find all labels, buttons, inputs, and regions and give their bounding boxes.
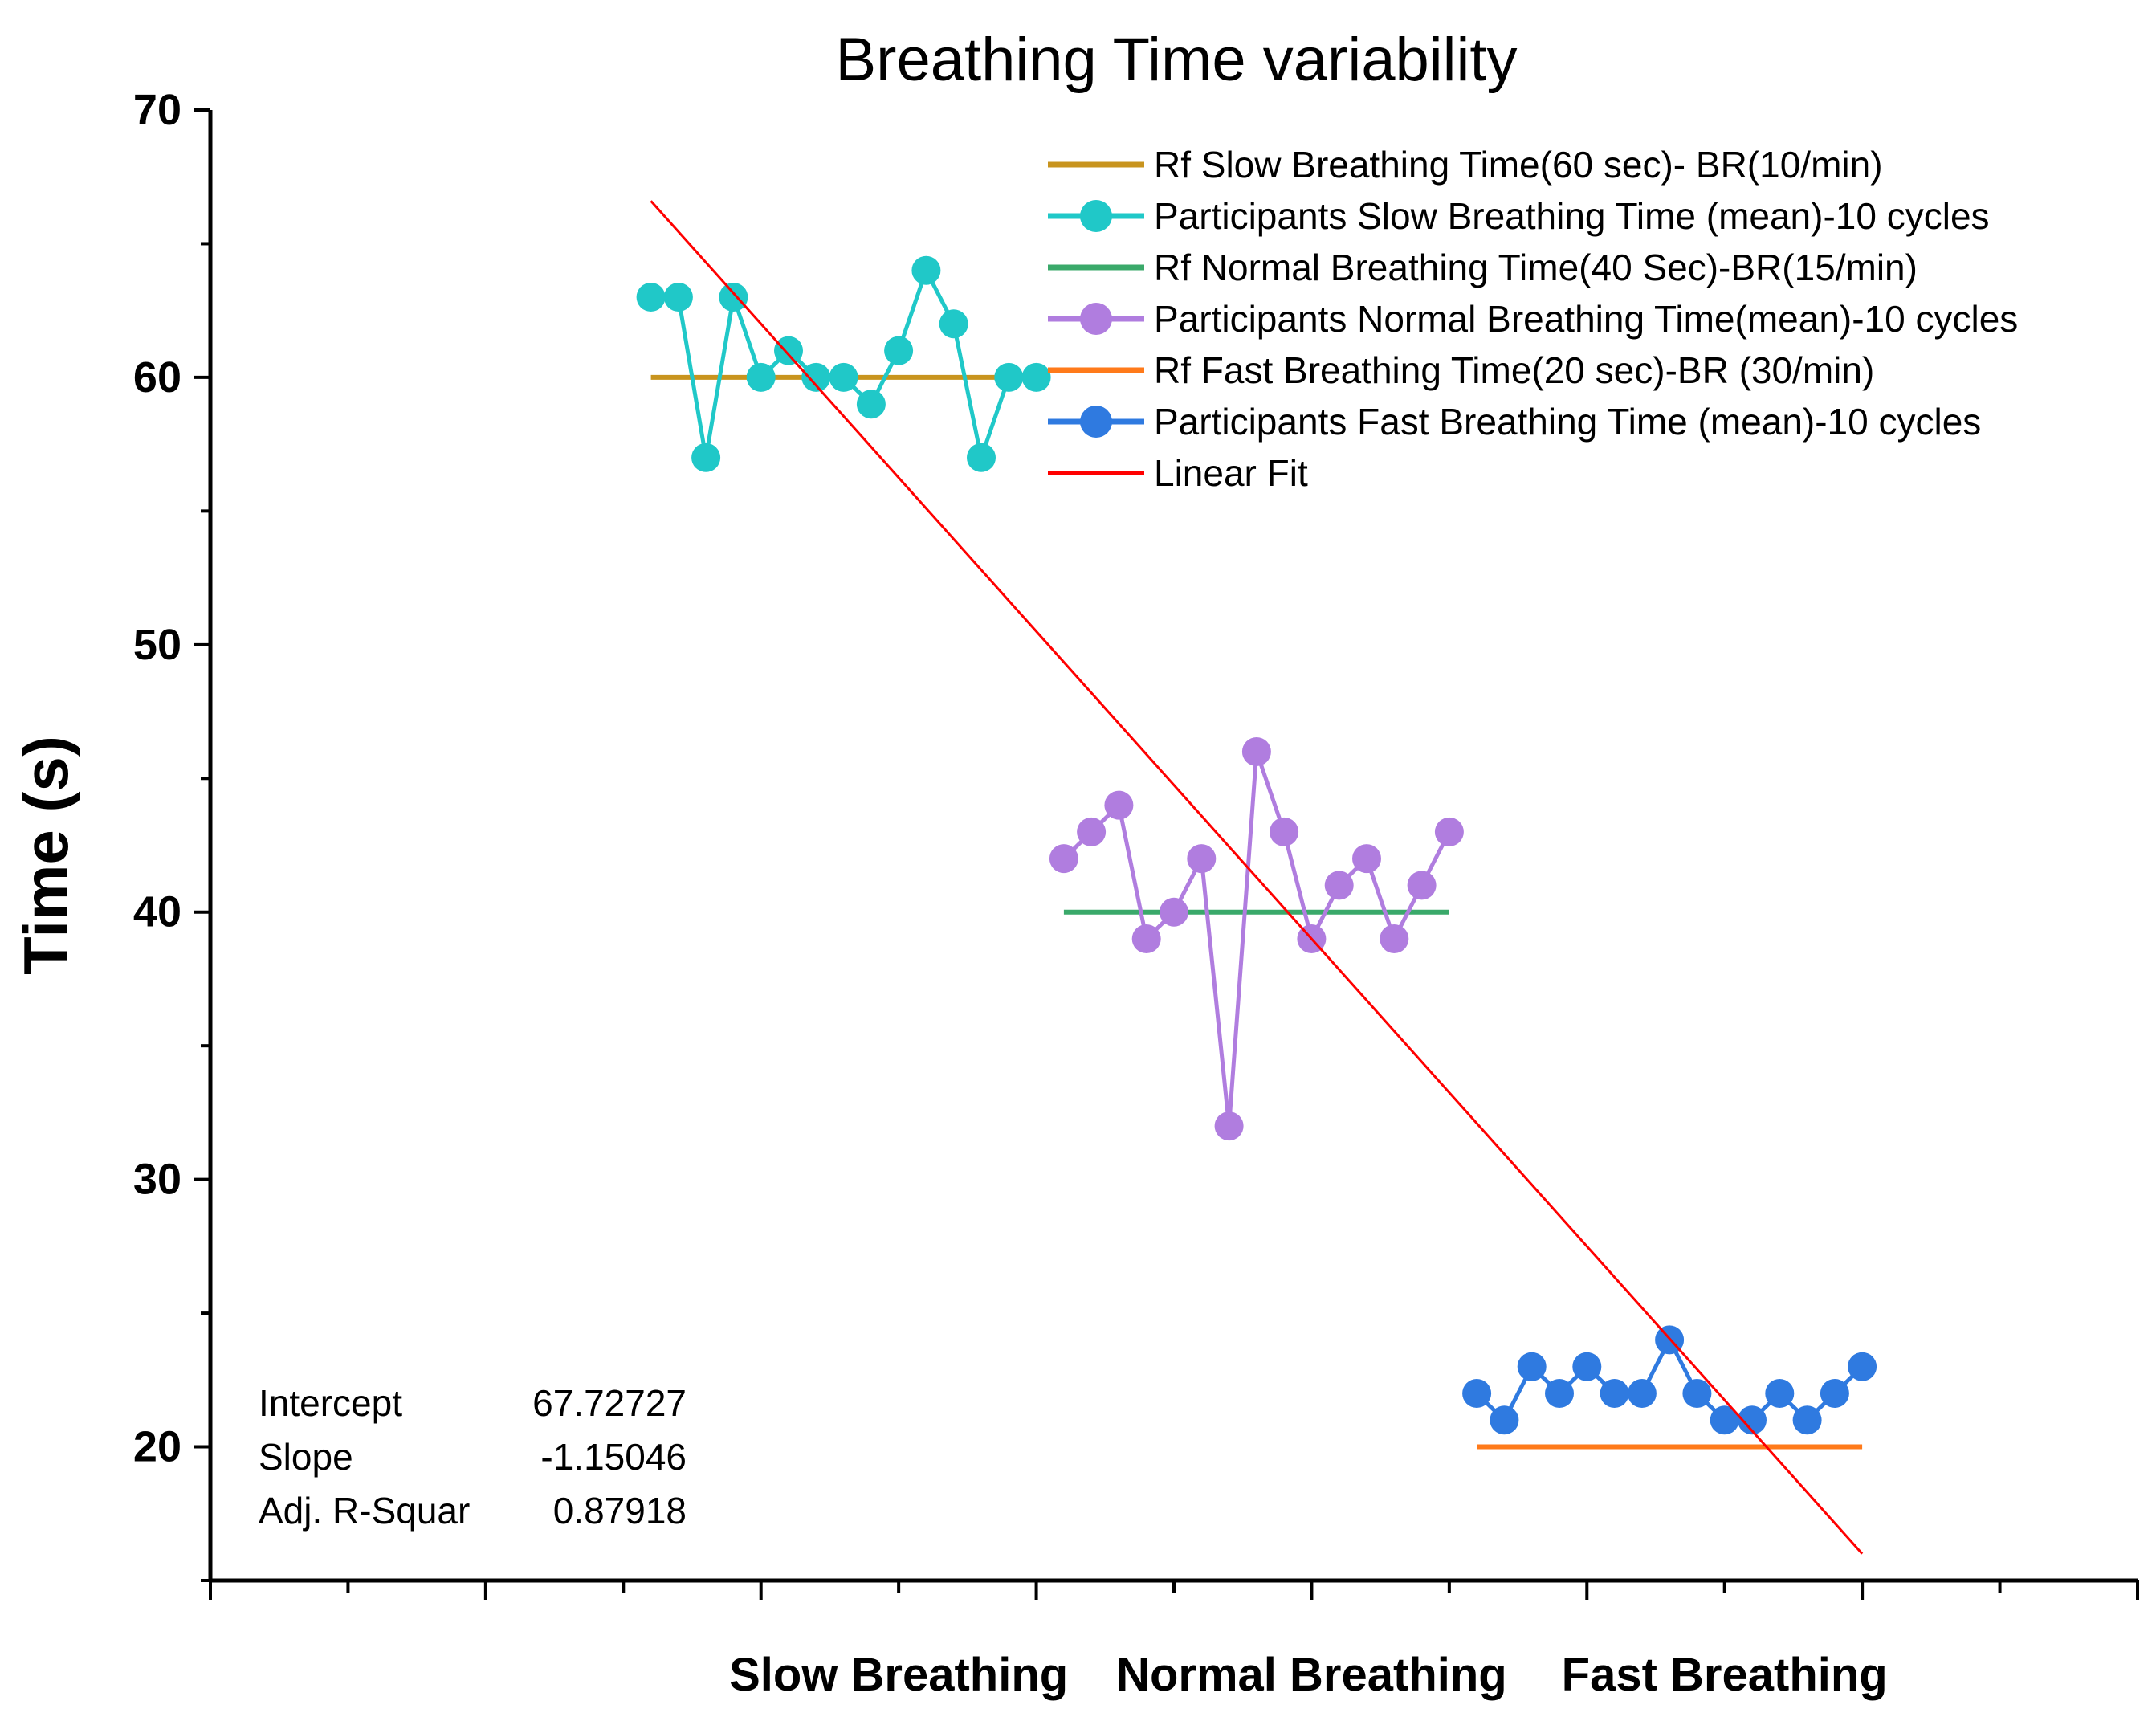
data-point (1049, 844, 1078, 874)
data-point (856, 390, 886, 419)
series-group (636, 200, 1877, 1555)
data-point (1490, 1405, 1519, 1435)
data-point (663, 283, 693, 312)
chart-title: Breathing Time variability (835, 26, 1517, 94)
legend-entry-label: Linear Fit (1154, 452, 1308, 494)
x-category-label: Fast Breathing (1562, 1649, 1888, 1701)
data-point (1820, 1379, 1849, 1408)
data-point (939, 309, 968, 339)
data-point (1380, 924, 1409, 953)
data-point (1848, 1352, 1877, 1381)
data-point (1270, 817, 1299, 846)
data-point (1214, 1111, 1244, 1141)
data-point (1572, 1352, 1602, 1381)
y-tick-label: 50 (133, 621, 181, 669)
y-tick-label: 20 (133, 1423, 181, 1471)
data-point (1187, 844, 1217, 874)
legend-swatch-marker (1080, 200, 1112, 232)
legend-entry-label: Participants Fast Breathing Time (mean)-… (1154, 401, 1981, 443)
legend-swatch-marker (1080, 406, 1112, 438)
data-point (1545, 1379, 1574, 1408)
data-point (1352, 844, 1381, 874)
legend-entry-label: Rf Normal Breathing Time(40 Sec)-BR(15/m… (1154, 247, 1918, 288)
data-point (1407, 871, 1437, 900)
data-point (1160, 897, 1188, 927)
data-point (1710, 1405, 1739, 1435)
data-point (691, 443, 721, 472)
data-point (1434, 817, 1464, 846)
x-category-label: Slow Breathing (729, 1649, 1068, 1701)
data-point (1241, 737, 1271, 766)
y-tick-label: 40 (133, 888, 181, 936)
data-point (719, 283, 748, 312)
data-point (1682, 1379, 1712, 1408)
legend-entry-label: Rf Slow Breathing Time(60 sec)- BR(10/mi… (1154, 144, 1883, 186)
axes-group: 20 30 40 50 60 70 Slow Breathing Normal Breathi… (133, 86, 2139, 1701)
data-point (884, 336, 914, 365)
data-point (1792, 1405, 1822, 1435)
fit-stat-label: Adj. R-Squar (259, 1490, 470, 1532)
data-point (1517, 1352, 1547, 1381)
data-point (636, 283, 666, 312)
data-point (1627, 1379, 1657, 1408)
data-point (911, 255, 941, 285)
linear-fit-line (650, 200, 1864, 1555)
data-point (967, 443, 996, 472)
fit-stat-value: -1.15046 (540, 1436, 687, 1478)
legend-entry-label: Participants Normal Breathing Time(mean)… (1154, 298, 2018, 340)
data-point (774, 336, 803, 365)
legend-swatch-marker (1080, 303, 1112, 335)
data-point (1324, 871, 1354, 900)
data-point (746, 362, 776, 392)
data-point (829, 362, 858, 392)
legend-entry-label: Participants Slow Breathing Time (mean)-… (1154, 195, 1990, 237)
y-tick-label: 70 (133, 86, 181, 134)
x-category-label: Normal Breathing (1116, 1649, 1507, 1701)
fit-statistics: Intercept 67.72727 Slope -1.15046 Adj. R-Squ… (259, 1382, 687, 1532)
legend-entry-label: Rf Fast Breathing Time(20 sec)-BR (30/mi… (1154, 349, 1874, 391)
data-point (1462, 1379, 1492, 1408)
data-point (994, 362, 1024, 392)
data-point (1104, 790, 1134, 820)
y-tick-label: 30 (133, 1156, 181, 1204)
y-axis-label: Time (s) (10, 736, 81, 975)
data-point (1765, 1379, 1795, 1408)
fit-stat-value: 67.72727 (532, 1382, 687, 1424)
data-point (1738, 1405, 1767, 1435)
data-point (1131, 924, 1161, 953)
fit-stat-value: 0.87918 (553, 1490, 687, 1532)
data-point (1021, 362, 1051, 392)
legend: Rf Slow Breathing Time(60 sec)- BR(10/mi… (1048, 144, 2018, 494)
fit-stat-label: Slope (259, 1436, 353, 1478)
data-point (1077, 817, 1107, 846)
y-tick-label: 60 (133, 353, 181, 402)
data-point (1600, 1379, 1629, 1408)
fit-stat-label: Intercept (259, 1382, 402, 1424)
data-point (801, 362, 831, 392)
